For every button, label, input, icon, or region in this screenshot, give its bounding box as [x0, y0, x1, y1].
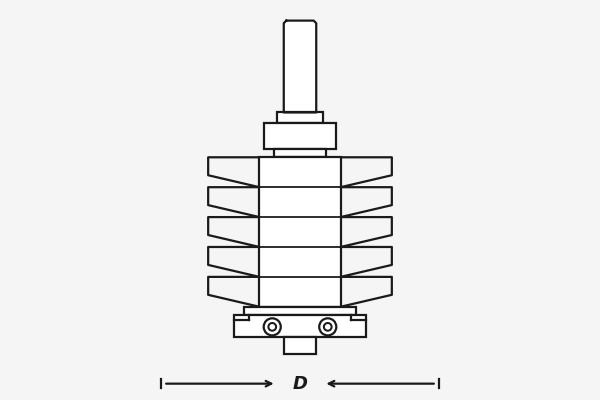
Bar [259, 157, 341, 307]
Bar [274, 149, 326, 157]
Bar [234, 315, 366, 337]
Circle shape [268, 323, 276, 331]
Bar [284, 337, 316, 354]
Circle shape [263, 318, 281, 335]
Bar [244, 307, 356, 315]
Polygon shape [284, 21, 316, 112]
Circle shape [324, 323, 332, 331]
Circle shape [319, 318, 337, 335]
Text: D: D [293, 375, 308, 393]
Bar [263, 123, 337, 149]
Bar [277, 112, 323, 123]
